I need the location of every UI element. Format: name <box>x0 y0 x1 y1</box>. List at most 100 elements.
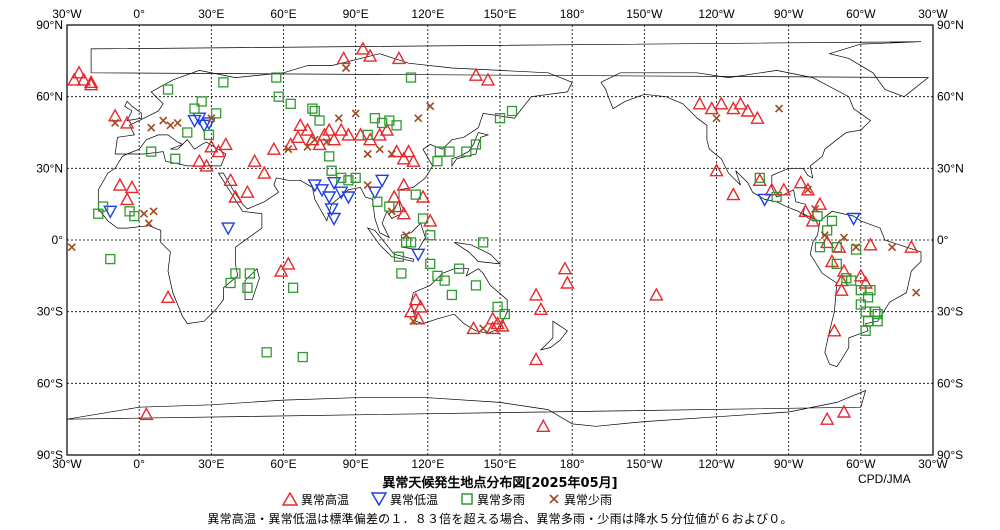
wet-marker <box>401 237 412 248</box>
dry-marker <box>159 116 168 125</box>
cold-marker <box>374 174 390 188</box>
wet-marker <box>425 258 436 270</box>
lat-tick-right: 30°S <box>937 305 963 319</box>
hot-marker <box>391 199 407 213</box>
hot-marker <box>71 65 87 79</box>
dry-marker <box>387 207 396 216</box>
dry-marker <box>351 109 360 118</box>
coastline <box>366 227 414 262</box>
wet-marker <box>393 251 405 262</box>
hot-marker <box>714 96 729 110</box>
wet-marker <box>384 201 395 212</box>
wet-marker <box>230 268 241 279</box>
lon-tick-bottom: 30°W <box>918 457 948 470</box>
lon-tick-top: 120°E <box>411 7 444 21</box>
wet-marker <box>396 268 407 279</box>
dry-marker <box>803 185 812 194</box>
coastline <box>539 320 568 351</box>
hot-marker <box>480 72 496 86</box>
wet-marker <box>425 230 436 241</box>
dry-marker <box>409 317 418 326</box>
wet-marker <box>343 175 354 186</box>
wet-marker <box>822 225 833 236</box>
hot-marker <box>211 144 226 158</box>
dry-marker <box>303 142 312 151</box>
legend-hot-label: 異常高温 <box>301 492 350 507</box>
graticule <box>67 25 933 455</box>
cold-marker <box>314 184 330 198</box>
hot-marker <box>560 275 575 289</box>
dry-marker <box>207 114 216 123</box>
x-icon <box>549 494 559 504</box>
dry-marker <box>166 121 175 130</box>
map-frame <box>66 24 934 456</box>
hot-marker <box>413 299 428 313</box>
wet-marker <box>93 208 104 219</box>
wet-marker <box>417 213 429 224</box>
dry-marker <box>426 102 435 111</box>
dry-marker <box>173 118 182 128</box>
lon-tick-bottom: 30°E <box>198 457 224 470</box>
hot-marker <box>793 175 808 189</box>
credit-label: CPD/JMA <box>858 472 911 486</box>
wet-marker <box>494 113 506 124</box>
hot-marker <box>557 261 573 275</box>
hot-marker <box>312 136 327 151</box>
hot-marker <box>536 418 551 433</box>
wet-marker <box>432 156 443 167</box>
dry-marker <box>851 243 861 252</box>
hot-marker <box>247 153 262 167</box>
dry-marker <box>387 149 396 159</box>
wet-marker <box>170 153 181 164</box>
wet-marker <box>410 189 421 200</box>
hot-marker <box>819 234 835 249</box>
hot-marker <box>403 304 419 318</box>
dry-marker <box>284 145 293 154</box>
wet-marker <box>350 172 361 184</box>
hot-marker <box>396 177 411 191</box>
dry-marker <box>149 207 158 216</box>
coastline <box>809 210 922 368</box>
wet-marker <box>865 285 876 296</box>
coastline <box>124 100 142 122</box>
hot-marker <box>266 141 282 155</box>
wet-marker <box>862 292 874 303</box>
cold-marker <box>322 191 337 205</box>
hot-marker <box>495 318 510 332</box>
hot-marker <box>709 163 724 177</box>
wet-marker <box>129 210 140 222</box>
hot-marker <box>326 132 342 146</box>
coastline <box>90 41 930 98</box>
hot-marker <box>776 182 792 196</box>
wet-marker <box>405 72 417 83</box>
wet-marker <box>309 105 320 117</box>
lon-tick-top: 180° <box>560 7 585 21</box>
hot-marker <box>192 153 207 167</box>
legend-cold-label: 異常低温 <box>390 492 439 507</box>
cold-marker <box>187 114 202 129</box>
hot-marker <box>466 320 481 335</box>
hot-marker <box>218 136 233 151</box>
dry-marker <box>912 288 921 297</box>
hot-marker <box>726 101 741 115</box>
hot-marker <box>223 172 238 186</box>
wet-marker <box>372 196 383 207</box>
wet-marker <box>105 253 116 265</box>
wet-marker <box>242 282 253 293</box>
lat-tick-right: 90°S <box>937 448 963 462</box>
dry-marker <box>334 114 343 123</box>
wet-marker <box>261 347 272 358</box>
dry-marker <box>147 123 156 132</box>
hot-marker <box>485 320 500 335</box>
hot-marker <box>67 72 82 86</box>
hot-marker <box>257 165 272 179</box>
hot-marker <box>76 72 92 86</box>
hot-marker <box>819 411 835 425</box>
wet-marker <box>453 263 465 274</box>
dry-marker <box>811 204 820 214</box>
wet-marker <box>461 146 472 157</box>
lon-tick-top: 30°W <box>52 7 82 21</box>
wet-marker <box>203 129 215 141</box>
dry-marker <box>402 231 411 240</box>
hot-marker <box>107 108 123 122</box>
